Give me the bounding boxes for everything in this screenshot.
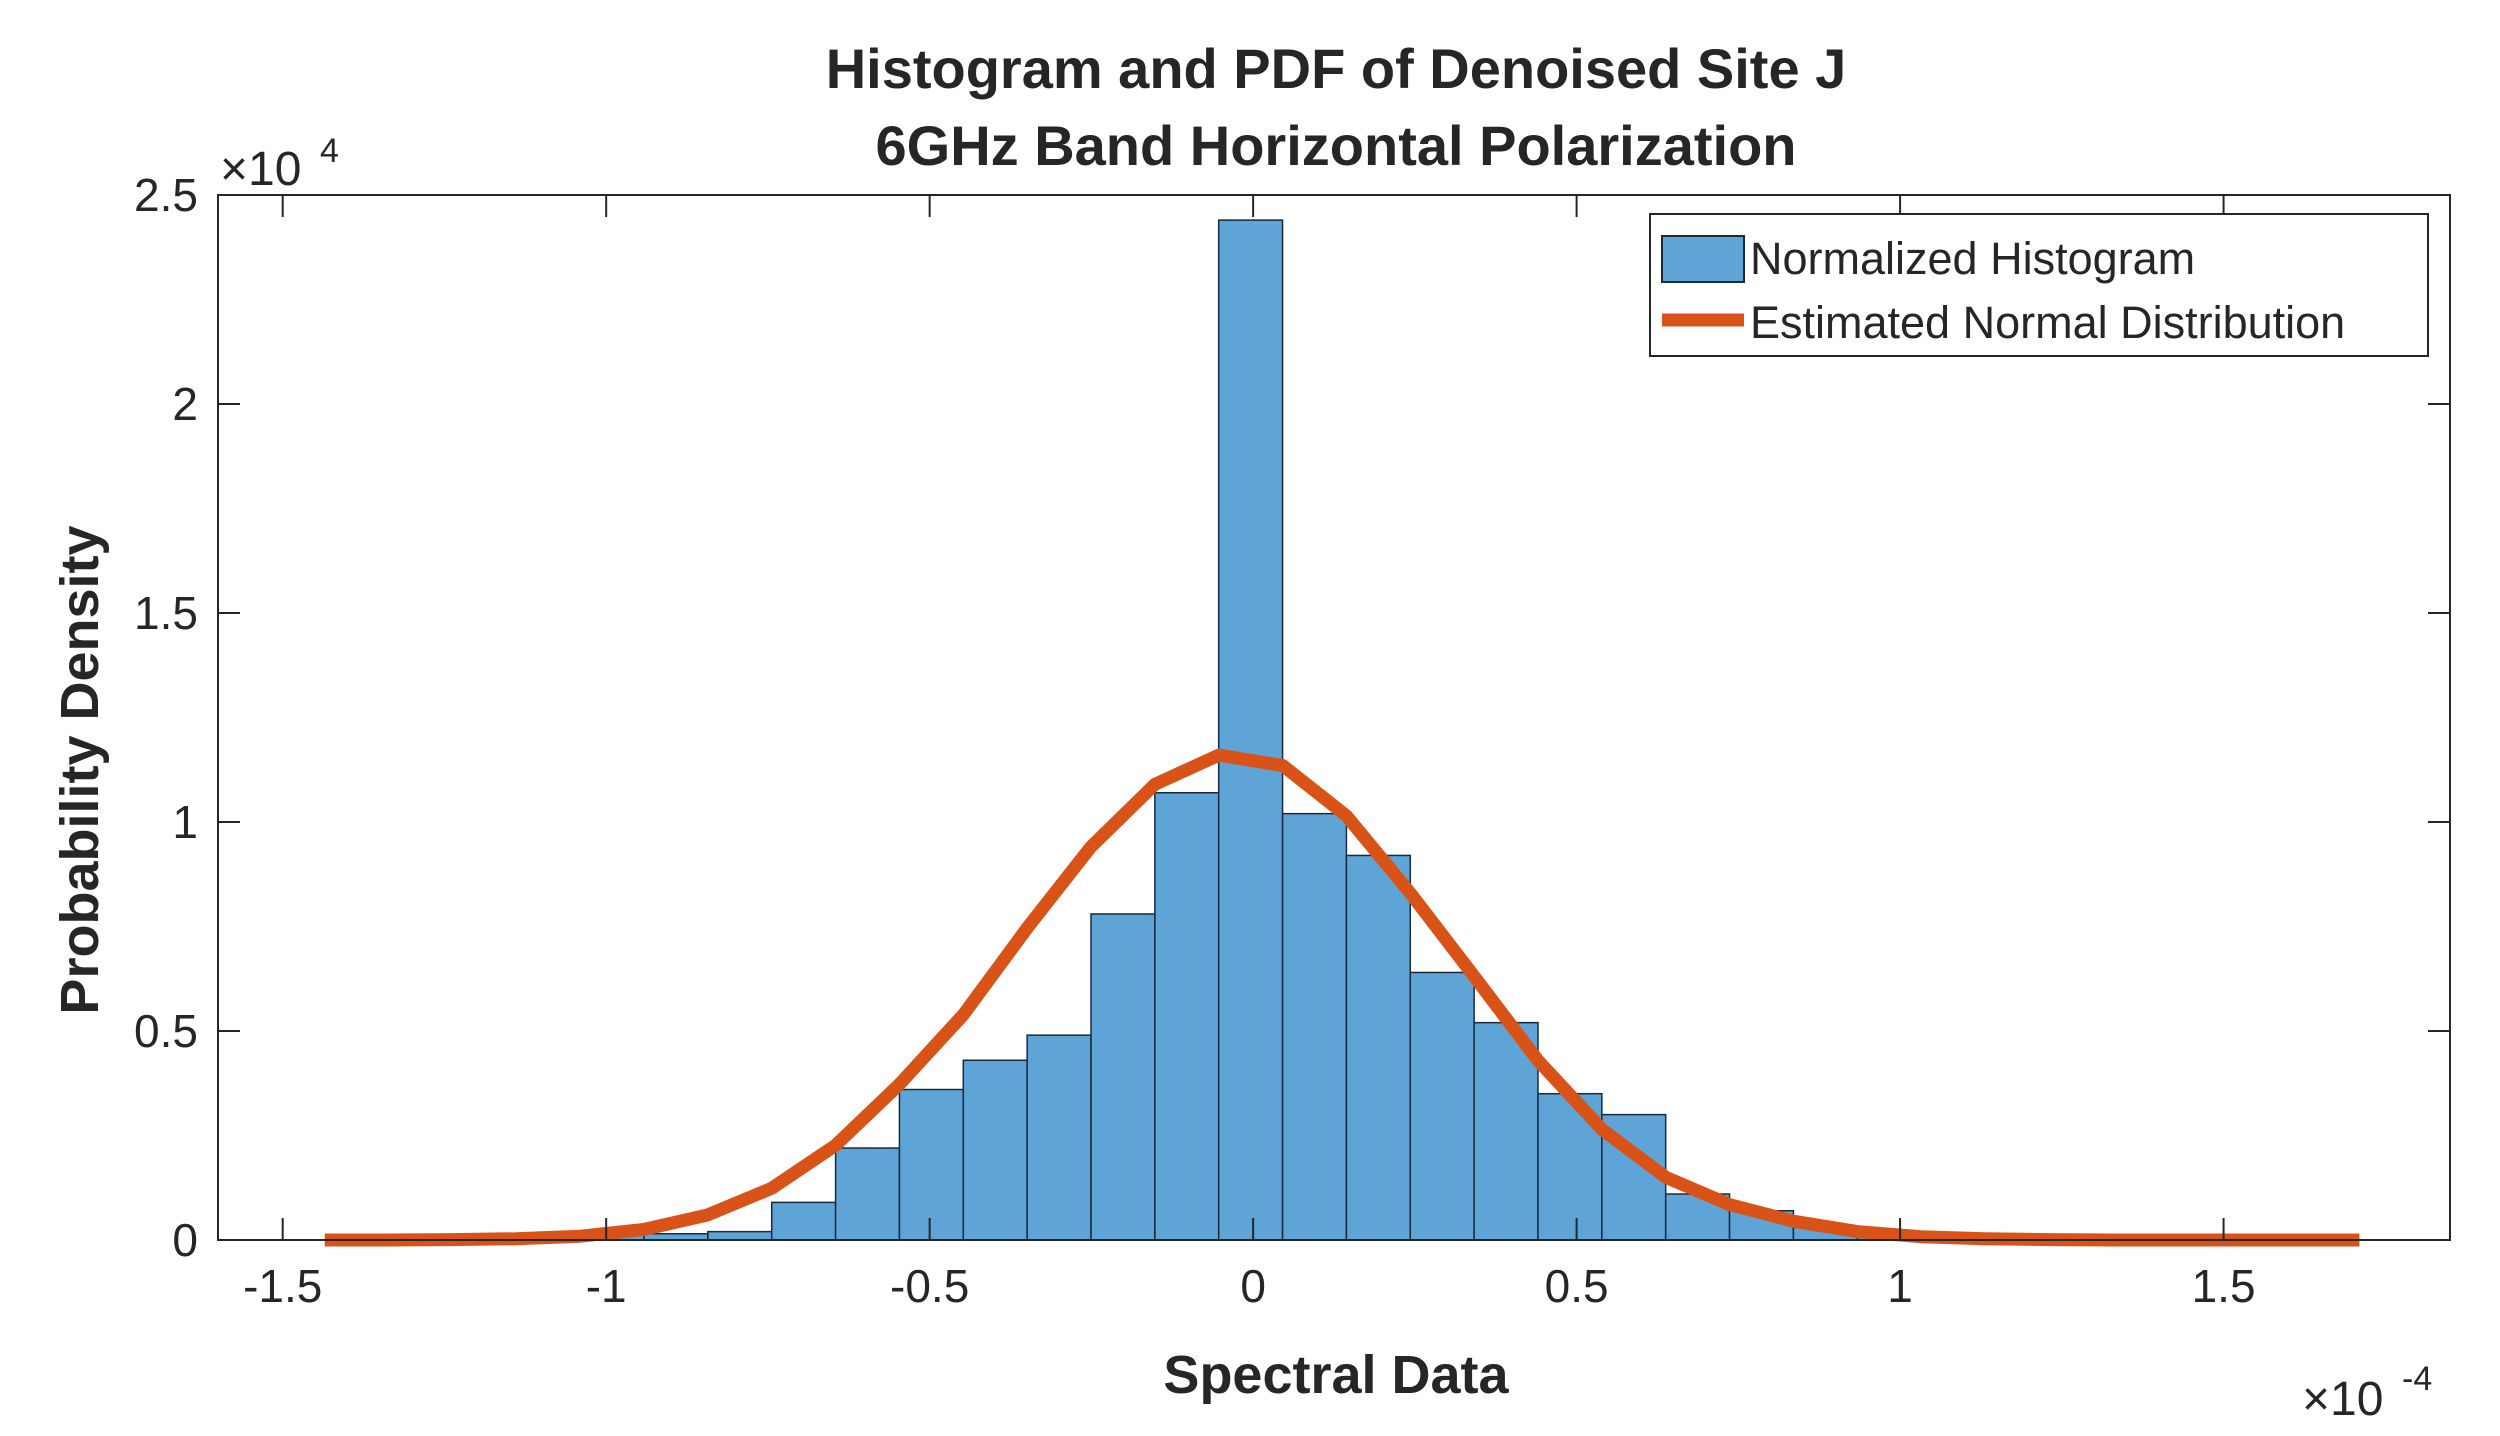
y-tick-label: 1: [172, 796, 198, 848]
histogram-bar: [770, 1201, 837, 1241]
legend-box: [1649, 213, 2429, 357]
y-tick-label: 2.5: [134, 169, 198, 221]
x-scale-exponent: -4: [2402, 1360, 2432, 1398]
x-tick-label: -1: [586, 1260, 627, 1312]
y-tick-label: 1.5: [134, 587, 198, 639]
histogram-bar: [1281, 812, 1348, 1241]
x-tick-label: -0.5: [890, 1260, 969, 1312]
histogram-bar: [1473, 1021, 1539, 1241]
x-tick-label: 0.5: [1545, 1260, 1609, 1312]
x-tick-label: 1.5: [2192, 1260, 2256, 1312]
histogram-bar: [1090, 913, 1156, 1241]
histogram-bar: [1345, 854, 1412, 1241]
legend-histogram-swatch: [1661, 235, 1745, 283]
plot-area: -1.5 -1 -0.5 0 0.5 1 1.5 0 0.5 1 1.5 2 2.5: [134, 169, 2451, 1312]
y-tick-label: 0: [172, 1214, 198, 1266]
histogram-bar: [962, 1059, 1028, 1241]
legend-histogram-label: Normalized Histogram: [1750, 233, 2195, 284]
x-tick-label: -1.5: [243, 1260, 322, 1312]
axes-box: [217, 194, 2451, 1241]
chart-title-line-1: Histogram and PDF of Denoised Site J: [826, 37, 1847, 100]
x-tick-label: 0: [1240, 1260, 1266, 1312]
y-axis-label: Probability Density: [50, 525, 110, 1014]
histogram-bar: [1026, 1034, 1092, 1241]
x-scale-multiplier: ×10 -4: [2302, 1360, 2432, 1426]
x-axis-label: Spectral Data: [1163, 1345, 1509, 1405]
histogram-bar: [1409, 971, 1475, 1241]
histogram-bar: [898, 1088, 965, 1241]
histogram-bar: [1217, 219, 1284, 1241]
legend: Normalized Histogram Estimated Normal Di…: [1649, 213, 2429, 357]
legend-normal-label: Estimated Normal Distribution: [1750, 297, 2345, 348]
y-scale-exponent: 4: [320, 132, 339, 170]
x-tick-label: 1: [1887, 1260, 1913, 1312]
histogram-bar: [1154, 791, 1220, 1241]
histogram-bar: [834, 1147, 901, 1241]
y-scale-multiplier: ×10 4: [220, 132, 339, 196]
y-scale-prefix: ×10: [220, 143, 301, 196]
chart-title-line-2: 6GHz Band Horizontal Polarization: [876, 114, 1797, 177]
y-tick-label: 0.5: [134, 1005, 198, 1057]
histogram-bar: [707, 1230, 773, 1241]
y-tick-label: 2: [172, 378, 198, 430]
x-scale-prefix: ×10: [2302, 1373, 2383, 1426]
